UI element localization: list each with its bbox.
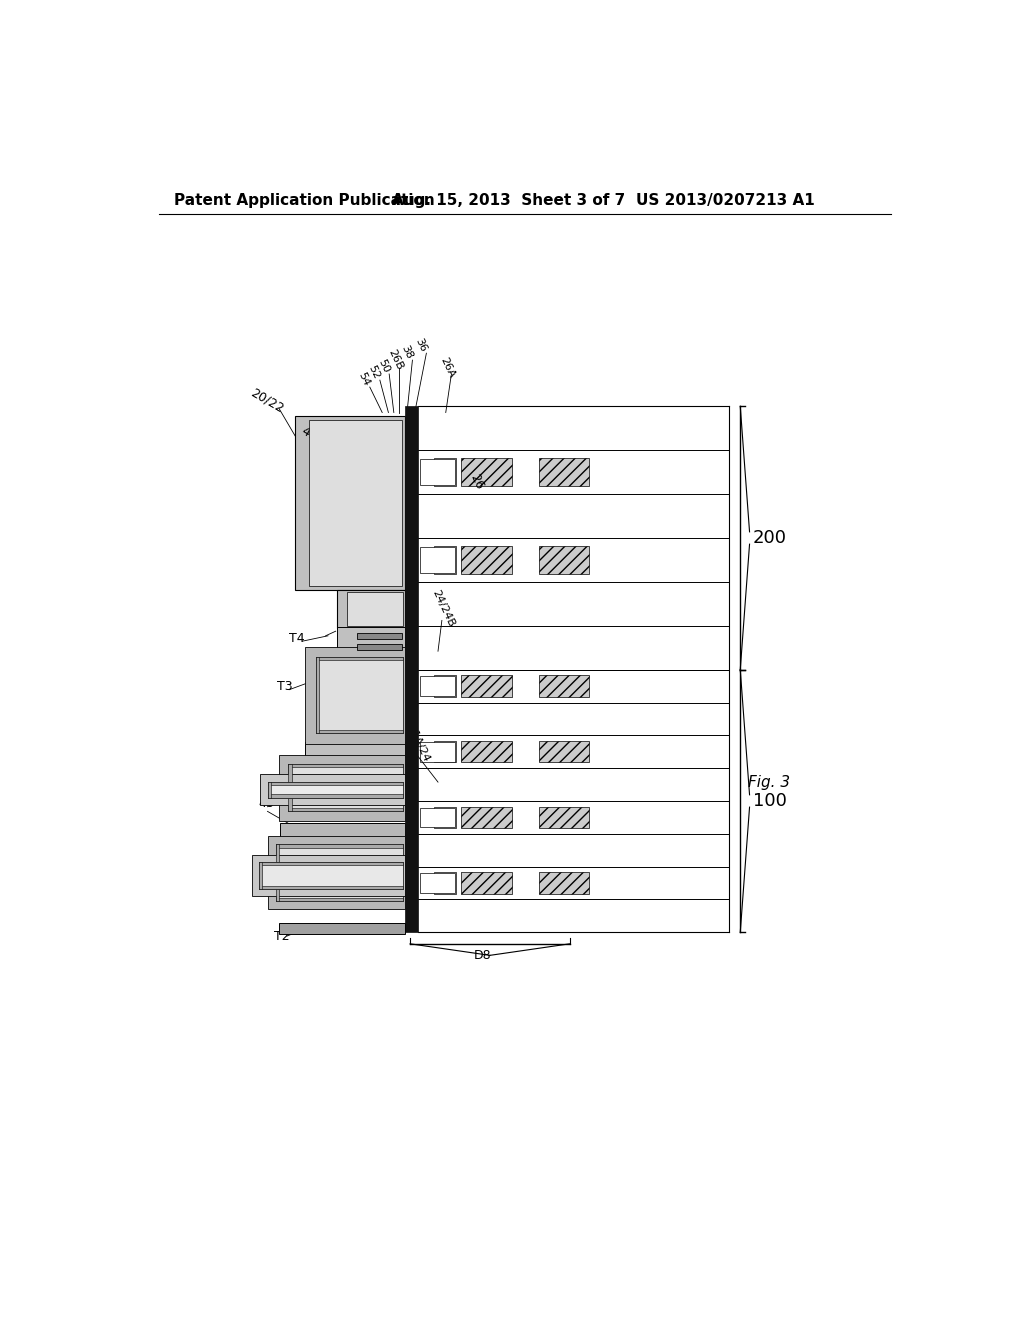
Bar — [276, 898, 403, 900]
Bar — [420, 459, 455, 486]
Bar — [461, 807, 512, 828]
Bar — [267, 836, 406, 909]
Bar — [289, 764, 403, 812]
Bar — [420, 676, 455, 696]
Bar — [420, 808, 455, 828]
Bar — [315, 657, 318, 733]
Bar — [420, 546, 455, 573]
Bar — [259, 886, 403, 890]
Bar — [259, 862, 403, 890]
Bar — [539, 676, 589, 697]
Text: T3: T3 — [276, 680, 293, 693]
Bar — [434, 676, 456, 697]
Bar — [267, 781, 270, 797]
Text: 47: 47 — [299, 425, 318, 444]
Bar — [315, 657, 403, 660]
Text: 200: 200 — [753, 529, 786, 546]
Bar — [356, 632, 401, 639]
Bar — [276, 845, 280, 900]
Bar — [420, 742, 455, 762]
Text: 21A/24: 21A/24 — [406, 723, 431, 764]
Bar — [267, 781, 403, 785]
Bar — [434, 458, 456, 487]
Bar — [252, 855, 406, 896]
Text: US 2013/0207213 A1: US 2013/0207213 A1 — [636, 193, 814, 209]
Bar — [276, 845, 403, 847]
Text: 20/22: 20/22 — [248, 387, 286, 416]
Bar — [259, 862, 403, 866]
Text: 50: 50 — [376, 358, 391, 375]
Bar — [434, 545, 456, 574]
Bar — [337, 590, 406, 628]
Bar — [315, 730, 403, 733]
Bar — [539, 458, 589, 487]
Bar — [461, 741, 512, 763]
Bar — [267, 795, 403, 797]
Bar — [434, 807, 456, 828]
Text: Fig. 3: Fig. 3 — [748, 775, 791, 789]
Text: 24/24B: 24/24B — [430, 589, 456, 630]
Text: 100: 100 — [753, 792, 786, 810]
Bar — [267, 781, 403, 797]
Bar — [276, 845, 403, 900]
Text: 26A: 26A — [438, 356, 457, 380]
Text: T2: T2 — [273, 929, 290, 942]
Text: 36: 36 — [414, 337, 428, 354]
Bar — [461, 873, 512, 894]
Bar — [305, 742, 406, 758]
Bar — [308, 420, 401, 586]
Bar — [434, 741, 456, 763]
Text: 26B: 26B — [386, 347, 404, 371]
Text: D8: D8 — [473, 949, 490, 962]
Bar — [406, 407, 418, 932]
Bar — [346, 591, 403, 626]
Text: 38: 38 — [399, 345, 415, 360]
Bar — [539, 873, 589, 894]
Bar — [289, 808, 403, 812]
Bar — [420, 873, 455, 892]
Bar — [280, 755, 406, 821]
Bar — [539, 545, 589, 574]
Text: Aug. 15, 2013  Sheet 3 of 7: Aug. 15, 2013 Sheet 3 of 7 — [391, 193, 625, 209]
Text: 46: 46 — [258, 797, 274, 810]
Bar — [461, 458, 512, 487]
Bar — [280, 923, 406, 933]
Bar — [280, 822, 406, 838]
Bar — [434, 873, 456, 894]
Bar — [539, 807, 589, 828]
Bar — [337, 627, 406, 649]
Text: Patent Application Publication: Patent Application Publication — [174, 193, 435, 209]
Bar — [305, 647, 406, 743]
Bar — [259, 862, 262, 890]
Bar — [260, 775, 406, 805]
Bar — [461, 545, 512, 574]
Bar — [295, 416, 406, 590]
Bar — [356, 644, 401, 649]
Text: 54: 54 — [356, 371, 372, 388]
Bar — [289, 764, 292, 812]
Bar — [461, 676, 512, 697]
Text: 52: 52 — [367, 364, 382, 381]
Bar — [289, 764, 403, 767]
Text: 26: 26 — [467, 473, 486, 491]
Text: T4: T4 — [289, 631, 305, 644]
Bar — [539, 741, 589, 763]
Bar — [315, 657, 403, 733]
